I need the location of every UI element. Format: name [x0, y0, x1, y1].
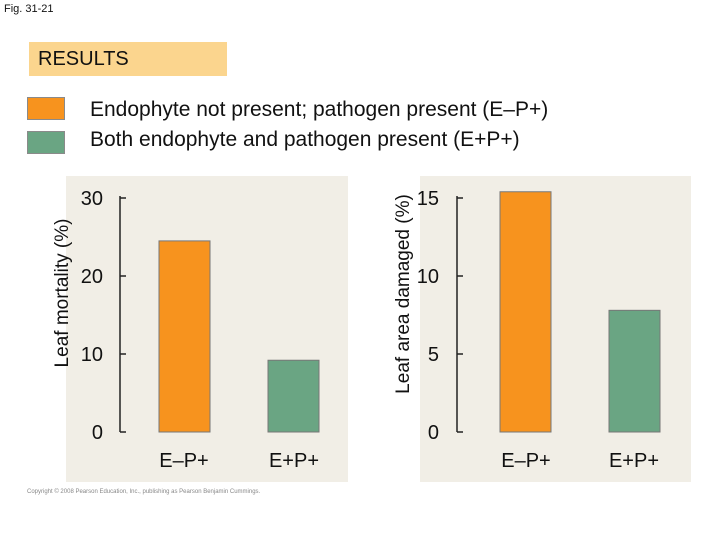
damage-tick-label-2: 10	[417, 266, 439, 288]
copyright-notice: Copyright © 2008 Pearson Education, Inc.…	[27, 489, 261, 495]
mortality-category-label-1: E+P+	[269, 450, 319, 472]
damage-bar-1	[608, 309, 661, 433]
legend-swatch-epp	[27, 131, 65, 154]
figure-label: Fig. 31-21	[4, 3, 54, 15]
mortality-category-label-0: E–P+	[159, 450, 208, 472]
damage-tick-label-0: 0	[428, 422, 439, 444]
damage-tick-label-3: 15	[417, 188, 439, 210]
mortality-tick-label-3: 30	[81, 188, 103, 210]
damage-category-label-0: E–P+	[501, 450, 550, 472]
damage-bar-0	[499, 191, 552, 433]
mortality-bar-1	[267, 359, 320, 433]
mortality-tick-label-1: 10	[81, 344, 103, 366]
mortality-y-axis-label: Leaf mortality (%)	[52, 219, 73, 368]
results-heading: RESULTS	[29, 42, 227, 76]
legend-swatch-ep	[27, 97, 65, 120]
mortality-bar-0	[158, 240, 211, 433]
mortality-tick-label-0: 0	[92, 422, 103, 444]
damage-category-label-1: E+P+	[609, 450, 659, 472]
mortality-tick-label-2: 20	[81, 266, 103, 288]
legend-label-ep: Endophyte not present; pathogen present …	[90, 98, 549, 121]
damage-y-axis-label: Leaf area damaged (%)	[393, 194, 414, 394]
legend-label-epp: Both endophyte and pathogen present (E+P…	[90, 128, 520, 151]
damage-tick-label-1: 5	[428, 344, 439, 366]
